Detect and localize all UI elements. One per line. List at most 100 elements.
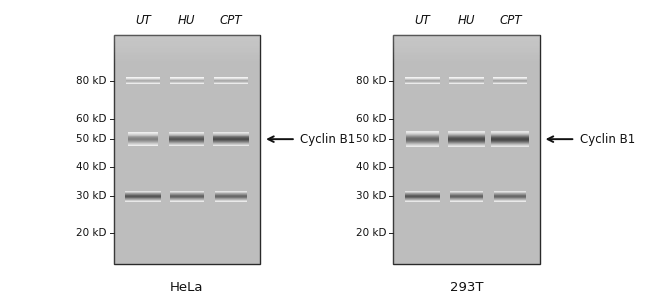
Bar	[114, 44, 260, 46]
Bar	[127, 133, 159, 134]
Bar	[114, 52, 260, 53]
Bar	[491, 144, 529, 145]
Bar	[406, 137, 439, 138]
Bar	[126, 83, 160, 84]
Bar	[125, 192, 161, 193]
Bar	[125, 194, 161, 195]
Bar	[125, 197, 161, 198]
Bar	[448, 138, 485, 139]
Bar	[170, 82, 204, 83]
Bar	[491, 133, 529, 134]
Bar	[127, 142, 159, 143]
Text: 40 kD: 40 kD	[76, 162, 107, 172]
Bar	[214, 198, 247, 199]
Bar	[170, 82, 204, 83]
Bar	[214, 195, 247, 196]
Bar	[450, 196, 483, 197]
Bar	[448, 135, 485, 136]
Bar	[170, 199, 203, 200]
Bar	[114, 39, 260, 41]
Bar	[449, 78, 484, 79]
Bar	[406, 143, 439, 144]
Bar	[213, 139, 249, 140]
Bar	[214, 83, 248, 84]
Bar	[393, 41, 540, 42]
Bar	[448, 136, 485, 137]
Bar	[214, 82, 248, 83]
Bar	[170, 80, 204, 81]
Bar	[448, 131, 485, 132]
Bar	[213, 135, 249, 136]
Bar	[169, 141, 205, 142]
Bar	[491, 144, 529, 145]
Bar	[406, 140, 439, 141]
Bar	[493, 83, 527, 84]
Bar	[127, 134, 159, 135]
Bar	[214, 194, 247, 195]
Bar	[214, 79, 248, 80]
Bar	[214, 82, 248, 83]
Bar	[448, 133, 485, 134]
Bar	[448, 142, 485, 143]
Bar	[405, 194, 440, 195]
Bar	[214, 200, 247, 201]
Bar	[491, 143, 529, 144]
Bar	[491, 138, 529, 139]
Bar	[450, 200, 483, 201]
Bar	[406, 81, 439, 82]
Bar	[125, 193, 161, 194]
Text: HeLa: HeLa	[170, 281, 203, 294]
Bar	[214, 81, 248, 82]
Bar	[214, 82, 248, 83]
Bar	[494, 193, 526, 194]
Bar	[406, 132, 439, 133]
Bar	[214, 193, 247, 194]
Bar	[448, 146, 485, 147]
Bar	[169, 143, 205, 144]
Bar	[170, 195, 203, 196]
Bar	[449, 83, 484, 84]
Bar	[213, 144, 249, 145]
Text: 293T: 293T	[450, 281, 483, 294]
Bar	[494, 192, 526, 193]
Bar	[494, 195, 526, 196]
Bar	[450, 199, 483, 200]
Bar	[170, 200, 203, 201]
Bar	[406, 82, 439, 83]
Bar	[494, 197, 526, 198]
Bar	[405, 197, 440, 198]
Bar	[393, 50, 540, 52]
Bar	[114, 41, 260, 42]
Bar	[214, 77, 248, 78]
Bar	[170, 83, 204, 84]
Bar	[493, 81, 527, 82]
Bar	[450, 196, 483, 197]
Bar	[126, 82, 160, 83]
Bar	[169, 143, 205, 144]
Bar	[393, 44, 540, 46]
Bar	[448, 145, 485, 146]
Bar	[448, 143, 485, 144]
Bar	[406, 131, 439, 132]
Bar	[406, 133, 439, 134]
Bar	[493, 79, 527, 80]
Bar	[393, 57, 540, 59]
Bar	[449, 79, 484, 80]
Bar	[406, 134, 439, 135]
Bar	[393, 35, 540, 37]
Bar	[450, 197, 483, 198]
Bar	[169, 140, 205, 141]
Bar	[114, 35, 260, 37]
Bar	[449, 82, 484, 83]
Bar	[406, 77, 439, 78]
Bar	[170, 197, 203, 198]
Bar	[213, 144, 249, 145]
Bar	[448, 135, 485, 136]
Bar	[127, 145, 159, 146]
Bar	[170, 197, 203, 198]
Bar	[169, 134, 205, 135]
Text: UT: UT	[415, 14, 430, 27]
Bar	[450, 191, 483, 192]
Bar	[213, 140, 249, 141]
Bar	[127, 144, 159, 145]
